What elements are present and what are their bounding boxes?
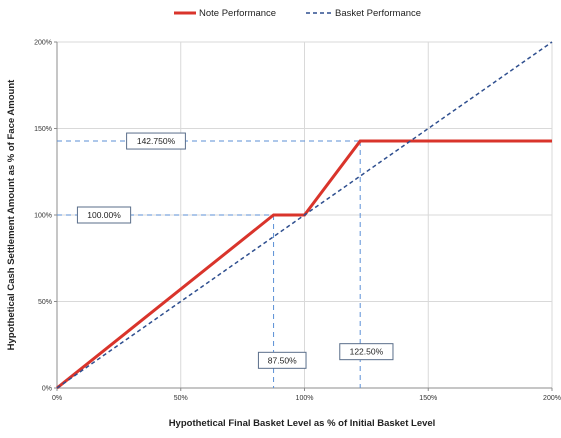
annotation-box bbox=[257, 351, 307, 369]
legend-label-note-performance: Note Performance bbox=[199, 8, 276, 19]
annotation-label: 87.50% bbox=[268, 355, 297, 365]
annotation-box bbox=[126, 132, 186, 150]
y-tick-label: 100% bbox=[34, 213, 52, 220]
x-tick-label: 0% bbox=[52, 395, 62, 402]
annotation-label: 142.750% bbox=[137, 136, 176, 146]
y-axis-title: Hypothetical Cash Settlement Amount as %… bbox=[6, 79, 17, 350]
x-tick-label: 150% bbox=[419, 395, 437, 402]
legend: Note Performance Basket Performance bbox=[174, 8, 421, 19]
legend-label-basket-performance: Basket Performance bbox=[335, 8, 421, 19]
plot-area: 0% 50% 100% 150% 200% 0% 50% 100% 150% 200% 142.75… bbox=[34, 40, 561, 403]
annotation-box bbox=[76, 206, 132, 224]
y-tick-label: 150% bbox=[34, 126, 52, 133]
x-tick-label: 200% bbox=[543, 395, 561, 402]
x-tick-label: 50% bbox=[174, 395, 188, 402]
x-axis-title: Hypothetical Final Basket Level as % of … bbox=[169, 418, 436, 429]
annotation-label: 122.50% bbox=[350, 347, 384, 357]
y-tick-label: 50% bbox=[38, 299, 52, 306]
y-tick-label: 0% bbox=[42, 386, 52, 393]
y-tick-label: 200% bbox=[34, 40, 52, 47]
series-line-basket-performance bbox=[56, 41, 553, 389]
x-tick-label: 100% bbox=[296, 395, 314, 402]
annotation-box bbox=[339, 343, 394, 361]
annotation-label: 100.00% bbox=[87, 210, 121, 220]
